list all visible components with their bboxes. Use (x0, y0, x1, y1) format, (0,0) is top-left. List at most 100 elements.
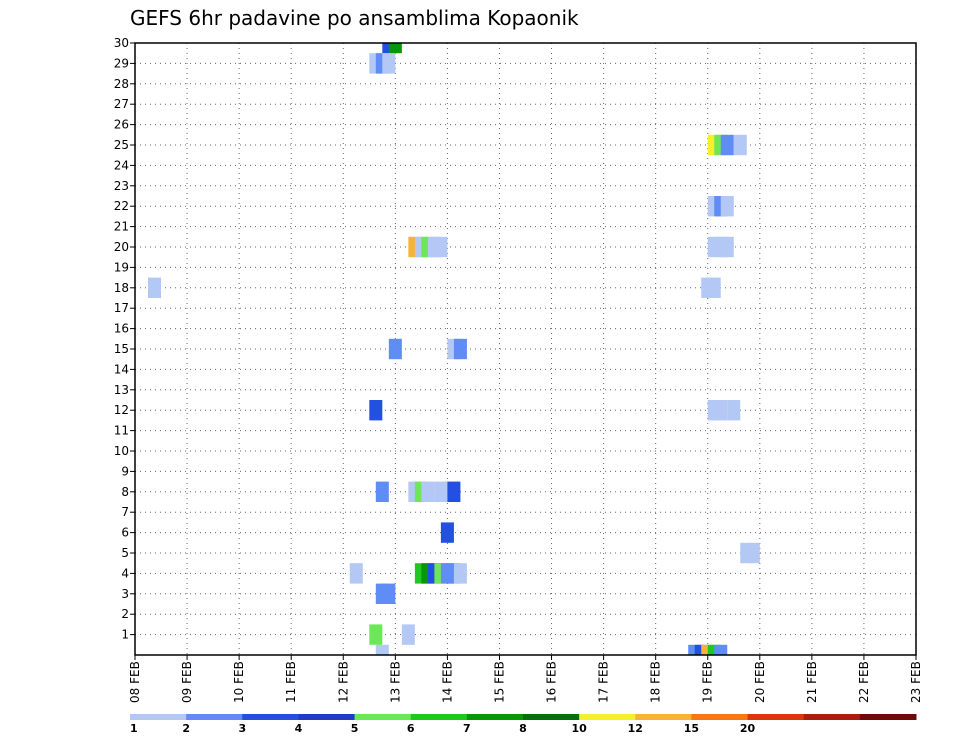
y-tick-label: 9 (121, 464, 129, 478)
x-tick-label: 15 FEB (492, 661, 506, 703)
precip-cell (720, 196, 734, 217)
precip-cell (375, 644, 389, 655)
y-tick-label: 29 (114, 56, 129, 70)
y-tick-label: 10 (114, 444, 129, 458)
precip-cell (349, 563, 363, 584)
colorbar-segment (410, 714, 468, 720)
colorbar-segment (635, 714, 692, 720)
colorbar-segment (354, 714, 412, 720)
x-tick-label: 16 FEB (545, 661, 559, 703)
precip-cell (148, 277, 162, 298)
y-tick-label: 22 (114, 199, 129, 213)
colorbar-segment (298, 714, 356, 720)
y-tick-label: 18 (114, 281, 129, 295)
x-tick-label: 21 FEB (805, 661, 819, 703)
y-tick-label: 25 (114, 138, 129, 152)
precip-cell (453, 563, 467, 584)
precip-cell (714, 644, 728, 655)
x-tick-label: 09 FEB (180, 661, 194, 703)
x-tick-label: 18 FEB (649, 661, 663, 703)
precip-cell (388, 43, 402, 54)
y-axis-ticks: 1234567891011121314151617181920212223242… (114, 36, 135, 642)
y-tick-label: 16 (114, 322, 129, 336)
colorbar-label: 3 (238, 722, 246, 735)
precip-cell (382, 583, 396, 604)
precip-cell (720, 134, 734, 156)
x-tick-label: 12 FEB (336, 661, 350, 703)
y-tick-label: 24 (114, 158, 129, 172)
x-tick-label: 14 FEB (440, 661, 454, 703)
precip-cell (720, 236, 734, 258)
y-tick-label: 2 (121, 607, 129, 621)
precip-cell (447, 481, 461, 502)
y-tick-label: 12 (114, 403, 129, 417)
colorbar-segment (803, 714, 861, 720)
precip-cell (401, 624, 415, 645)
y-tick-label: 4 (121, 566, 129, 580)
colorbar-segment (242, 714, 299, 720)
precip-cell (382, 53, 396, 74)
precip-cell (714, 400, 728, 421)
colorbar-label: 1 (130, 722, 138, 735)
colorbar-label: 7 (463, 722, 471, 735)
colorbar-segment (186, 714, 243, 720)
precip-cell (746, 542, 760, 564)
chart-title: GEFS 6hr padavine po ansamblima Kopaonik (130, 6, 579, 30)
precip-cell (369, 624, 383, 645)
y-tick-label: 26 (114, 118, 129, 132)
y-tick-label: 5 (121, 546, 129, 560)
x-tick-label: 17 FEB (597, 661, 611, 703)
y-tick-label: 27 (114, 97, 129, 111)
colorbar-label: 5 (351, 722, 359, 735)
precip-cell (388, 338, 402, 360)
precipitation-cells (148, 43, 760, 655)
y-tick-label: 19 (114, 260, 129, 274)
y-tick-label: 17 (114, 301, 129, 315)
x-tick-label: 08 FEB (128, 661, 142, 703)
precip-cell (733, 134, 747, 156)
y-tick-label: 14 (114, 362, 129, 376)
y-tick-label: 3 (121, 587, 129, 601)
colorbar-segment (859, 714, 917, 720)
y-tick-label: 20 (114, 240, 129, 254)
y-tick-label: 21 (114, 220, 129, 234)
colorbar-segment (691, 714, 749, 720)
precip-cell (453, 338, 467, 360)
grid-lines (135, 42, 916, 655)
colorbar-label: 2 (182, 722, 190, 735)
colorbar-label: 6 (407, 722, 415, 735)
y-tick-label: 28 (114, 77, 129, 91)
x-tick-label: 22 FEB (857, 661, 871, 703)
y-tick-label: 13 (114, 383, 129, 397)
x-tick-label: 23 FEB (909, 661, 923, 703)
precip-cell (421, 481, 435, 502)
colorbar: 1 2 3 4 5 6 7 8 10 12 15 20 (130, 714, 917, 735)
y-tick-label: 1 (121, 628, 129, 642)
colorbar-label: 20 (740, 722, 756, 735)
colorbar-segment (747, 714, 805, 720)
colorbar-label: 10 (571, 722, 587, 735)
colorbar-segment (130, 714, 187, 720)
precip-cell (727, 400, 741, 421)
x-tick-label: 13 FEB (388, 661, 402, 703)
y-tick-label: 23 (114, 179, 129, 193)
y-tick-label: 6 (121, 526, 129, 540)
precip-cell (369, 400, 383, 421)
precip-cell (375, 481, 389, 502)
precip-cell (707, 277, 721, 298)
precip-cell (701, 644, 715, 655)
colorbar-segment (466, 714, 524, 720)
x-tick-label: 19 FEB (701, 661, 715, 703)
colorbar-segment (523, 714, 580, 720)
y-tick-label: 30 (114, 36, 129, 50)
x-tick-label: 20 FEB (753, 661, 767, 703)
colorbar-label: 15 (684, 722, 699, 735)
y-tick-label: 11 (114, 424, 129, 438)
y-tick-label: 7 (121, 505, 129, 519)
colorbar-label: 8 (519, 722, 527, 735)
y-tick-label: 15 (114, 342, 129, 356)
x-axis-ticks: 08 FEB 09 FEB 10 FEB 11 FEB 12 FEB 13 FEB 14 F… (128, 655, 923, 703)
colorbar-label: 12 (628, 722, 643, 735)
colorbar-label: 4 (295, 722, 303, 735)
